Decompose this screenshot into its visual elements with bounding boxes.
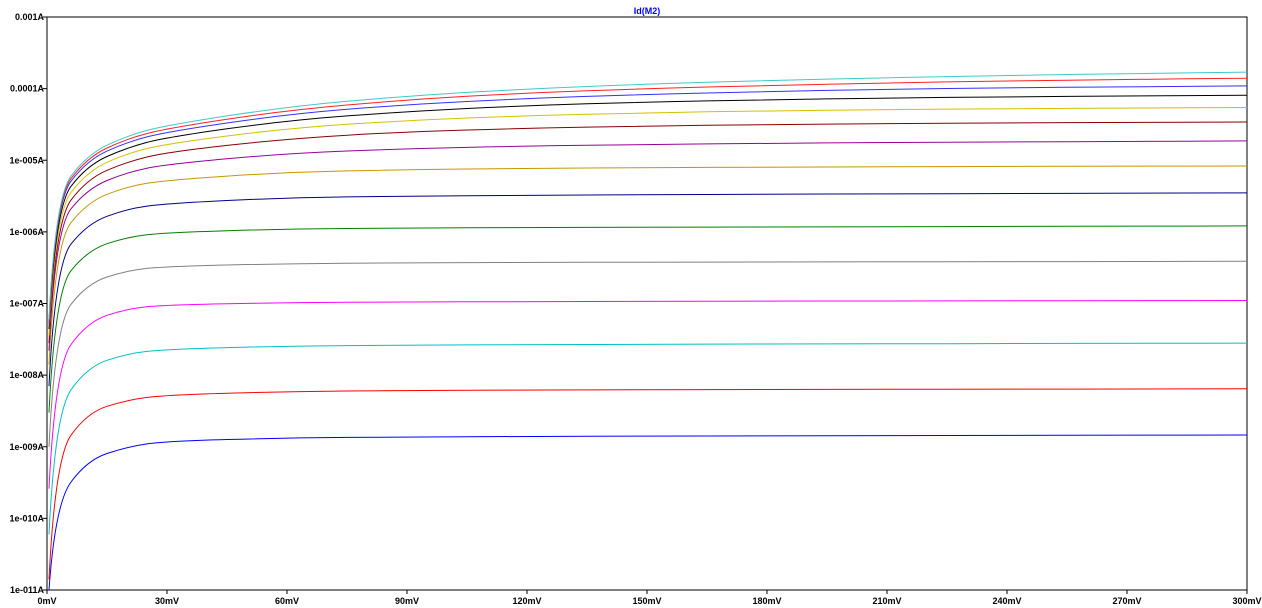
series-line-8 <box>48 165 1248 365</box>
x-tick-label: 90mV <box>395 596 419 606</box>
x-tick-label: 240mV <box>992 596 1021 606</box>
x-tick-label: 60mV <box>275 596 299 606</box>
y-axis: 0.001A 0.0001A 1e-005A 1e-006A 1e-007A 1e-008… <box>9 12 47 595</box>
series-line-6 <box>48 225 1248 413</box>
y-tick-label: 1e-010A <box>9 513 44 523</box>
y-tick-label: 1e-005A <box>9 155 44 165</box>
x-tick-label: 0mV <box>37 596 56 606</box>
series-line-14 <box>48 77 1248 322</box>
x-tick-label: 120mV <box>512 596 541 606</box>
y-tick-label: 1e-007A <box>9 299 44 309</box>
series-line-10 <box>48 121 1248 344</box>
x-tick-label: 300mV <box>1232 596 1261 606</box>
x-tick-label: 30mV <box>155 596 179 606</box>
series-line-15 <box>48 71 1248 320</box>
series-line-1 <box>48 434 1248 591</box>
x-tick-label: 150mV <box>632 596 661 606</box>
y-tick-label: 0.0001A <box>10 84 45 94</box>
series-line-3 <box>48 342 1248 535</box>
y-tick-label: 1e-008A <box>9 370 44 380</box>
y-tick-label: 1e-009A <box>9 442 44 452</box>
series-line-11 <box>48 107 1248 336</box>
y-tick-label: 1e-011A <box>10 585 45 595</box>
x-axis: 0mV 30mV 60mV 90mV 120mV 150mV 180mV 210mV 240mV… <box>37 590 1262 606</box>
series-line-2 <box>48 388 1248 580</box>
x-tick-label: 210mV <box>872 596 901 606</box>
series-layer <box>48 71 1248 591</box>
x-tick-label: 270mV <box>1112 596 1141 606</box>
series-line-9 <box>48 140 1248 351</box>
series-line-13 <box>48 85 1248 324</box>
series-line-5 <box>48 260 1248 447</box>
y-tick-label: 0.001A <box>15 12 45 22</box>
series-line-4 <box>48 300 1248 489</box>
y-tick-label: 1e-006A <box>9 227 44 237</box>
series-line-7 <box>48 192 1248 387</box>
series-line-12 <box>48 94 1248 330</box>
x-tick-label: 180mV <box>752 596 781 606</box>
chart-title: Id(M2) <box>634 6 661 16</box>
